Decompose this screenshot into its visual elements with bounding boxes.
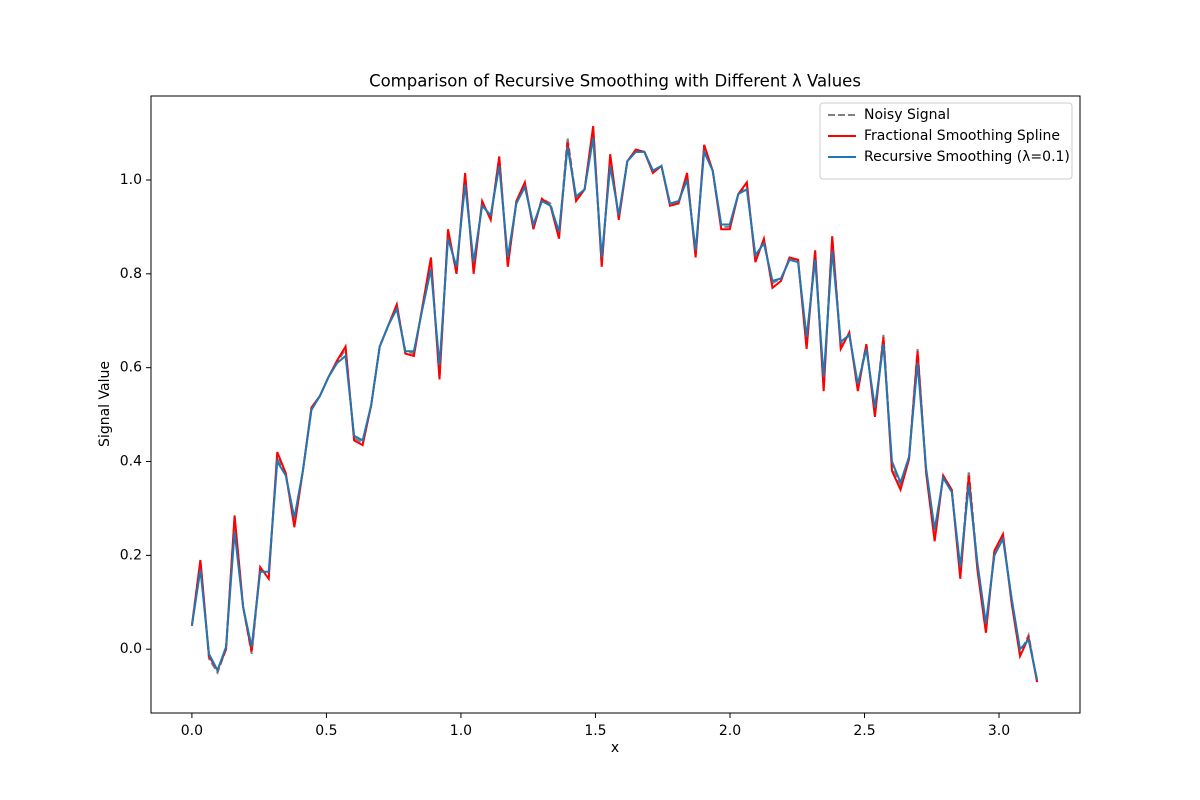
legend-label: Fractional Smoothing Spline: [864, 128, 1060, 144]
x-tick-label: 0.0: [181, 723, 203, 739]
legend-box: [819, 102, 1073, 180]
series-line: [190, 128, 1039, 683]
series-line: [190, 125, 1039, 683]
y-axis-label: Signal Value: [97, 361, 113, 447]
x-tick-label: 1.5: [584, 723, 606, 739]
x-tick-label: 2.0: [719, 723, 741, 739]
legend-label: Noisy Signal: [864, 107, 950, 123]
y-tick-label: 0.0: [120, 641, 142, 657]
legend: Noisy Signal Fractional Smoothing Spline R…: [819, 102, 1073, 180]
x-tick-label: 3.0: [988, 723, 1010, 739]
x-tick-label: 2.5: [853, 723, 875, 739]
plot-frame: [150, 95, 1081, 714]
x-tick-label: 0.5: [315, 723, 337, 739]
y-tick-label: 1.0: [120, 172, 142, 188]
y-tick-label: 0.4: [120, 454, 142, 470]
y-tick-label: 0.8: [120, 266, 142, 282]
chart-title: Comparison of Recursive Smoothing with D…: [369, 72, 861, 91]
legend-label: Recursive Smoothing (λ=0.1): [864, 149, 1070, 165]
x-tick-label: 1.0: [450, 723, 472, 739]
series-line: [190, 137, 1039, 680]
y-tick-label: 0.6: [120, 360, 142, 376]
x-axis-label: x: [611, 740, 619, 756]
y-tick-label: 0.2: [120, 547, 142, 563]
